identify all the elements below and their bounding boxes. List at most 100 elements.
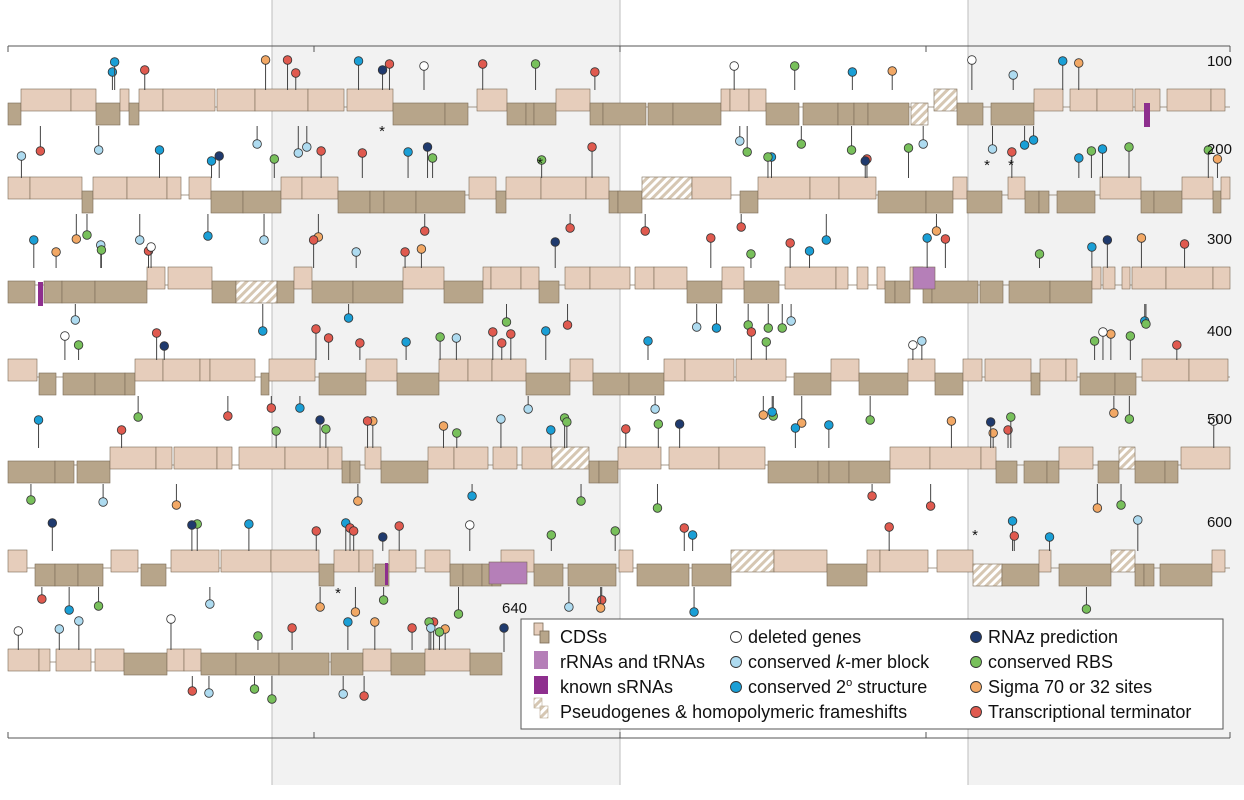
cds-gene — [140, 563, 167, 587]
kmer-marker — [259, 235, 269, 245]
cds-gene — [853, 102, 869, 126]
cds-gene — [1007, 176, 1026, 200]
structure-marker — [154, 145, 165, 155]
asterisk-mark: * — [984, 157, 990, 174]
cds-gene — [1212, 190, 1222, 214]
legend-label-pseudo: Pseudogenes & homopolymeric frameshifts — [560, 702, 907, 722]
sigma-marker — [887, 66, 897, 76]
deleted-marker — [729, 61, 739, 71]
cds-gene — [793, 372, 832, 396]
legend-label-kmer: conserved k-mer block — [748, 652, 930, 672]
rbs-marker — [271, 426, 281, 436]
cds-gene — [438, 358, 469, 382]
structure-marker — [767, 407, 777, 417]
cds-gene — [38, 648, 51, 672]
cds-gene — [318, 372, 367, 396]
cds-gene — [729, 88, 750, 112]
rbs-marker — [796, 139, 807, 149]
terminator-marker — [308, 235, 319, 245]
cds-gene — [735, 358, 787, 382]
track-end-label-640: 640 — [502, 600, 527, 617]
terminator-marker — [35, 146, 46, 156]
rbs-marker — [576, 496, 586, 506]
cds-gene — [538, 280, 560, 304]
kmer-marker — [496, 414, 506, 424]
cds-gene — [1033, 88, 1064, 112]
cds-gene — [92, 176, 128, 200]
deleted-marker — [465, 520, 475, 530]
cds-gene — [7, 549, 28, 573]
structure-marker — [29, 235, 39, 245]
kmer-marker — [987, 144, 998, 154]
cds-gene — [492, 446, 518, 470]
rbs-marker — [790, 61, 800, 71]
rbs-marker — [82, 230, 92, 240]
cds-gene — [990, 102, 1035, 126]
cds-gene — [1140, 190, 1155, 214]
terminator-marker — [562, 320, 573, 330]
legend-label-cds: CDSs — [560, 627, 607, 647]
structure-marker — [33, 415, 44, 425]
terminator-marker — [565, 223, 575, 233]
track-end-label: 400 — [1207, 323, 1232, 340]
cds-gene — [830, 358, 860, 382]
cds-gene — [1091, 266, 1102, 290]
rbs-marker — [378, 595, 389, 605]
structure-marker — [804, 246, 815, 256]
cds-gene — [61, 280, 96, 304]
terminator-marker — [282, 55, 293, 65]
rbs-marker — [562, 417, 572, 427]
cds-gene — [1030, 372, 1041, 396]
rbs-marker — [434, 627, 445, 637]
structure-marker — [546, 425, 556, 435]
cds-gene — [280, 176, 303, 200]
terminator-marker — [587, 142, 597, 152]
deleted-marker — [166, 614, 176, 624]
pseudogene — [1118, 446, 1136, 470]
cds-gene — [166, 648, 185, 672]
cds-gene — [718, 446, 766, 470]
cds-gene — [585, 176, 610, 200]
rbs-marker — [93, 601, 104, 611]
cds-gene — [809, 176, 840, 200]
cds-gene — [634, 266, 655, 290]
rbs-marker-icon — [970, 656, 982, 668]
cds-gene — [200, 652, 237, 676]
terminator-marker — [420, 226, 430, 236]
cds-gene — [467, 358, 493, 382]
cds-gene — [81, 190, 94, 214]
cds-gene — [199, 358, 211, 382]
cds-gene — [128, 102, 140, 126]
cds-gene — [1181, 176, 1214, 200]
rbs-marker — [1081, 604, 1092, 614]
cds-gene — [138, 88, 164, 112]
rbs-marker — [763, 152, 773, 162]
sigma-marker — [1109, 408, 1119, 418]
terminator-marker — [151, 328, 162, 338]
cds-gene — [293, 266, 313, 290]
cds-gene — [602, 102, 647, 126]
terminator-marker — [590, 67, 600, 77]
cds-gene — [588, 460, 600, 484]
cds-gene — [1099, 176, 1142, 200]
terminator-marker — [116, 425, 127, 435]
sigma-marker — [353, 496, 363, 506]
track-end-label: 200 — [1207, 141, 1232, 158]
cds-gene — [242, 190, 282, 214]
legend-label-rbs: conserved RBS — [988, 652, 1113, 672]
terminator-marker — [488, 327, 498, 337]
kmer-marker — [650, 404, 660, 414]
terminator-marker — [316, 146, 326, 156]
terminator-marker — [400, 247, 410, 257]
kmer-marker — [426, 623, 436, 633]
terminator-marker — [407, 623, 417, 633]
rbs-marker — [777, 323, 787, 333]
cds-gene — [884, 280, 896, 304]
cds-gene — [337, 190, 371, 214]
sigma-marker — [1106, 329, 1116, 339]
sigma-marker — [416, 244, 427, 254]
kmer-marker — [205, 599, 215, 609]
structure-marker — [821, 235, 832, 245]
structure-marker — [847, 67, 858, 77]
kmer-marker — [54, 624, 64, 634]
